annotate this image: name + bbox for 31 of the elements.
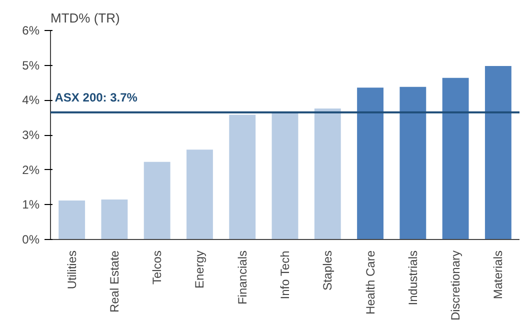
y-tick-label: 2% <box>22 162 40 177</box>
x-tick-label: Industrials <box>406 250 420 306</box>
y-tick-label: 6% <box>22 24 40 38</box>
x-tick-label: Health Care <box>363 250 378 315</box>
x-tick-label: Info Tech <box>278 250 292 300</box>
bar <box>101 199 128 240</box>
bar <box>442 78 469 240</box>
bar <box>484 66 512 240</box>
bar <box>186 150 213 240</box>
x-tick-label: Financials <box>235 250 250 305</box>
bar <box>272 112 298 240</box>
x-tick-label: Real Estate <box>107 250 122 313</box>
bar <box>144 162 170 240</box>
y-tick-label: 3% <box>22 128 40 142</box>
y-tick-label: 1% <box>22 198 40 212</box>
bar <box>357 88 384 240</box>
chart-title: MTD% (TR) <box>50 10 120 26</box>
x-tick-label: Utilities <box>64 250 79 290</box>
ref-line-label: ASX 200: 3.7% <box>54 90 138 104</box>
y-tick-label: 4% <box>22 93 40 108</box>
x-tick-label: Energy <box>192 250 207 289</box>
x-tick-label: Staples <box>320 250 335 291</box>
bar <box>314 108 341 240</box>
y-tick-label: 5% <box>22 58 40 72</box>
bar <box>58 200 86 240</box>
x-tick-label: Telcos <box>150 250 164 285</box>
x-tick-label: Materials <box>491 250 506 300</box>
bar <box>229 114 256 240</box>
y-tick-label: 0% <box>22 232 40 246</box>
x-tick-label: Discretionary <box>448 250 463 321</box>
bar <box>400 86 426 240</box>
